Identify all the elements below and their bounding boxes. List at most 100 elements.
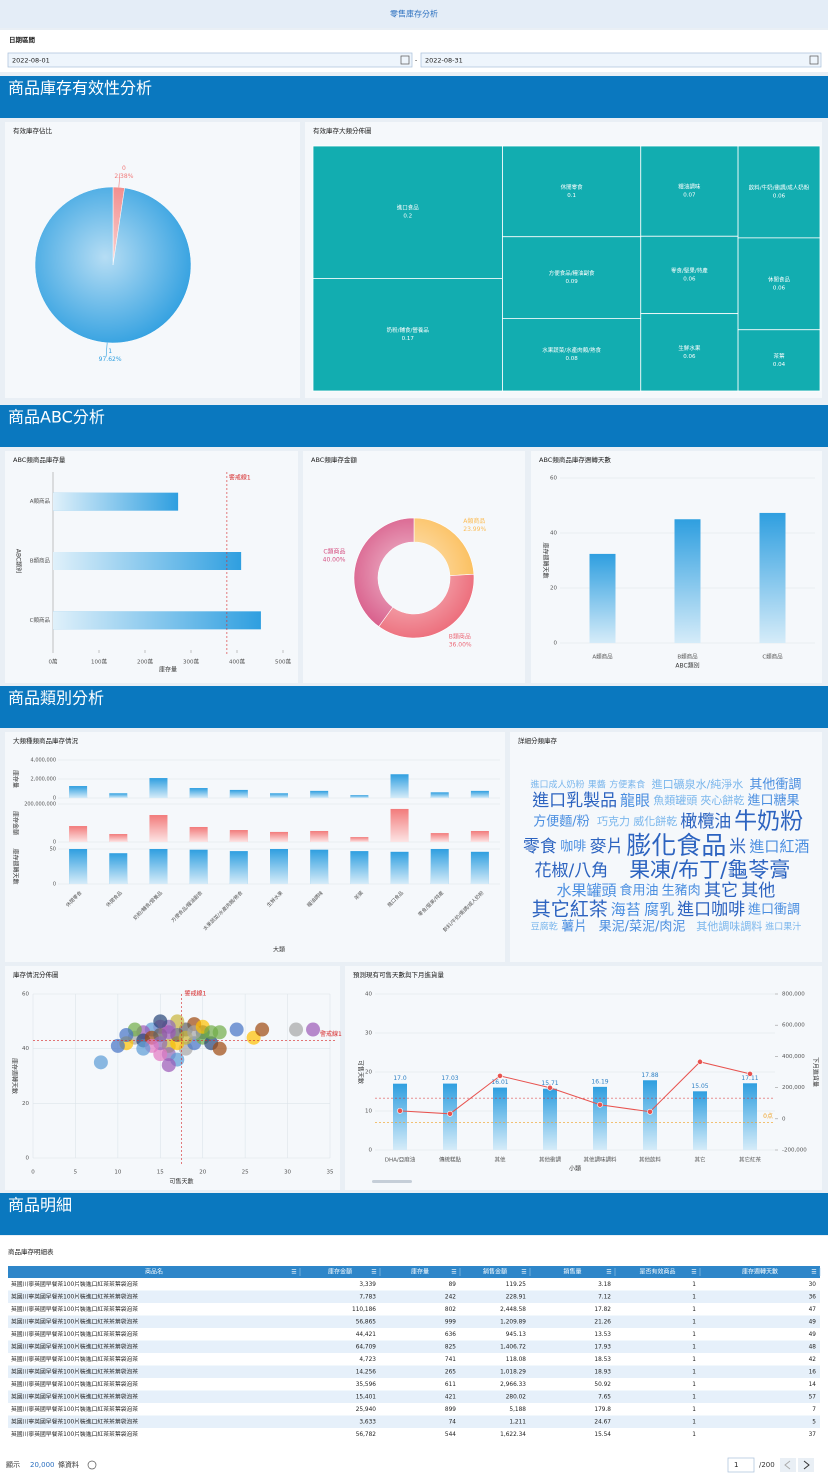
table-row bbox=[8, 1353, 820, 1366]
table-row bbox=[8, 1428, 820, 1441]
bar-shade bbox=[593, 1086, 607, 1150]
x-tick-label: 其它紅茶 bbox=[739, 1156, 762, 1164]
bar-shade bbox=[430, 849, 449, 884]
table-cell: 50.92 bbox=[594, 1382, 611, 1388]
sort-icon[interactable]: ☰ bbox=[521, 1269, 526, 1276]
donut-category: B類商品 bbox=[449, 633, 471, 641]
table-cell: 14 bbox=[809, 1382, 817, 1388]
word: 進口礦泉水/純淨水 bbox=[652, 777, 744, 791]
sort-icon[interactable]: ☰ bbox=[451, 1269, 456, 1276]
bar-shade bbox=[149, 778, 168, 798]
word: 進口果汁 bbox=[765, 921, 801, 933]
word: 進口糖果 bbox=[747, 793, 799, 809]
word: 花椒/八角 bbox=[535, 861, 609, 881]
scrollbar[interactable] bbox=[372, 1180, 412, 1183]
bar-shade bbox=[493, 1087, 507, 1150]
table-row bbox=[8, 1403, 820, 1416]
sort-icon[interactable]: ☰ bbox=[371, 1269, 376, 1276]
next-arrow bbox=[803, 1460, 810, 1470]
table-cell: 47 bbox=[809, 1307, 817, 1313]
word: 進口紅酒 bbox=[749, 838, 809, 856]
chart-title: ABC類庫存金額 bbox=[311, 455, 357, 464]
x-tick-label: 200萬 bbox=[137, 658, 153, 666]
table-cell: 37 bbox=[809, 1432, 817, 1438]
sort-icon[interactable]: ☰ bbox=[691, 1269, 696, 1276]
donut-value-label: 23.99% bbox=[463, 526, 486, 533]
table-cell: 119.25 bbox=[506, 1282, 527, 1288]
word: 食用油 bbox=[619, 883, 658, 899]
footer-prefix: 顯示 bbox=[6, 1461, 20, 1469]
word: 其他調味調料 bbox=[696, 919, 762, 933]
table-cell: 49 bbox=[809, 1319, 817, 1325]
bar-shade bbox=[189, 826, 208, 842]
word: 魚類罐頭 bbox=[653, 794, 697, 807]
section-banner bbox=[0, 1193, 828, 1235]
line-point bbox=[497, 1073, 503, 1079]
prev-button[interactable] bbox=[780, 1458, 796, 1472]
bar-shade bbox=[390, 808, 409, 842]
x-tick-label: 其他衝調 bbox=[539, 1156, 562, 1164]
table-row bbox=[8, 1315, 820, 1328]
x-tick-label: 其它 bbox=[694, 1156, 705, 1164]
treemap-label: 休閒零食 bbox=[561, 183, 584, 191]
section-title: 商品ABC分析 bbox=[8, 408, 105, 427]
scatter-point bbox=[161, 1025, 176, 1040]
scatter-point bbox=[153, 1014, 168, 1029]
scatter-point bbox=[229, 1022, 244, 1037]
table-cell: 14,256 bbox=[356, 1369, 377, 1375]
y-axis-label: ABC類別 bbox=[15, 549, 23, 573]
line-point bbox=[547, 1084, 553, 1091]
line-point bbox=[747, 1070, 753, 1077]
bar-shade bbox=[430, 833, 449, 842]
y-tick-label: 0 bbox=[53, 882, 56, 888]
table-cell: 1,018.29 bbox=[500, 1369, 526, 1375]
table-cell: 999 bbox=[445, 1319, 456, 1325]
table-cell: 英國川寧英國早餐茶100片裝進口紅茶茶葉袋泡茶 bbox=[11, 1305, 138, 1313]
bar-shade bbox=[229, 851, 248, 884]
table-cell: 1 bbox=[692, 1432, 696, 1438]
page-input[interactable] bbox=[727, 1457, 755, 1473]
table-cell: 17.93 bbox=[594, 1344, 611, 1350]
table-cell: 18.93 bbox=[594, 1369, 611, 1375]
word: 其它 bbox=[704, 881, 738, 901]
table-cell: 242 bbox=[445, 1294, 456, 1300]
word: 海苔 bbox=[611, 901, 641, 919]
table-cell: 56,865 bbox=[356, 1319, 377, 1325]
word: 果泥/菜泥/肉泥 bbox=[599, 920, 686, 935]
word: 零食 bbox=[523, 837, 557, 857]
y-tick-label: 20 bbox=[550, 586, 557, 592]
treemap-value: 0.06 bbox=[683, 276, 696, 282]
table-cell: 英國川寧英國早餐茶100片裝進口紅茶茶葉袋泡茶 bbox=[11, 1367, 138, 1375]
table-cell: 48 bbox=[809, 1344, 817, 1350]
series-axis-label: 庫存金額 bbox=[12, 811, 20, 835]
table-cell: 36 bbox=[809, 1294, 817, 1300]
x-tick-label: 其他飲料 bbox=[639, 1156, 662, 1164]
bar-shade bbox=[470, 830, 489, 842]
bar-shade bbox=[759, 512, 786, 643]
treemap-value: 0.07 bbox=[683, 193, 696, 199]
next-button[interactable] bbox=[798, 1458, 814, 1472]
table-cell: 17.82 bbox=[594, 1307, 611, 1313]
sort-icon[interactable]: ☰ bbox=[811, 1269, 816, 1276]
chart-title: 庫存情況分佈圖 bbox=[13, 970, 59, 979]
table-cell: 5,188 bbox=[509, 1407, 526, 1413]
donut-hole bbox=[378, 542, 450, 614]
y-tick-label: 2,000,000 bbox=[31, 777, 56, 783]
treemap-cell bbox=[312, 278, 503, 392]
sort-icon[interactable]: ☰ bbox=[291, 1269, 296, 1276]
sort-icon[interactable]: ☰ bbox=[606, 1269, 611, 1276]
date-input[interactable] bbox=[420, 52, 822, 68]
panel bbox=[5, 732, 505, 962]
y2-axis-label: 下月進貨量 bbox=[812, 1057, 820, 1087]
date-input[interactable] bbox=[7, 52, 413, 68]
scatter-point bbox=[255, 1022, 270, 1037]
table-row bbox=[8, 1328, 820, 1341]
table-cell: 25,940 bbox=[356, 1407, 377, 1413]
section-banner bbox=[0, 405, 828, 447]
series-axis-label: 庫存週轉天數 bbox=[12, 848, 20, 884]
table-cell: 1 bbox=[692, 1332, 696, 1338]
table-cell: 7.65 bbox=[598, 1394, 611, 1400]
treemap-cell bbox=[502, 236, 642, 319]
table-row bbox=[8, 1303, 820, 1316]
